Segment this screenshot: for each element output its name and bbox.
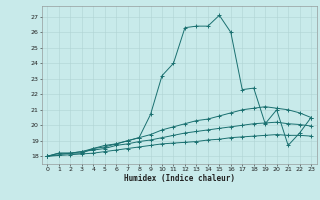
X-axis label: Humidex (Indice chaleur): Humidex (Indice chaleur) [124, 174, 235, 183]
